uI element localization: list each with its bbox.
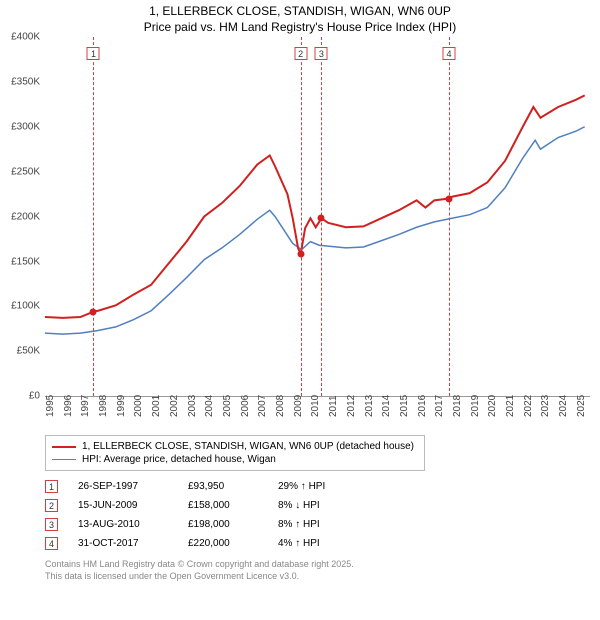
transaction-table: 1 26-SEP-1997 £93,950 29% ↑ HPI 2 15-JUN-2009…	[45, 477, 495, 553]
x-tick-label: 1995	[45, 395, 56, 417]
legend-label: 1, ELLERBECK CLOSE, STANDISH, WIGAN, WN6…	[82, 441, 414, 452]
x-tick-label: 1998	[98, 395, 109, 417]
x-tick-label: 2008	[275, 395, 286, 417]
x-tick-label: 2021	[505, 395, 516, 417]
x-tick-label: 2009	[293, 395, 304, 417]
x-tick-label: 1996	[63, 395, 74, 417]
transaction-vline-label: 1	[87, 47, 100, 60]
transaction-num-box: 4	[45, 537, 58, 550]
x-tick-label: 2024	[558, 395, 569, 417]
x-tick-label: 2022	[523, 395, 534, 417]
y-tick-label: £250K	[0, 166, 40, 177]
legend-label: HPI: Average price, detached house, Wiga…	[82, 454, 276, 465]
x-tick-label: 2015	[399, 395, 410, 417]
x-tick-label: 2016	[417, 395, 428, 417]
transaction-price: £198,000	[188, 519, 258, 530]
y-tick-label: £50K	[0, 346, 40, 357]
footer-line2: This data is licensed under the Open Gov…	[45, 571, 590, 583]
x-tick-label: 2005	[222, 395, 233, 417]
x-tick-label: 2007	[257, 395, 268, 417]
x-tick-label: 2003	[187, 395, 198, 417]
x-tick-label: 2020	[487, 395, 498, 417]
transaction-date: 31-OCT-2017	[78, 538, 168, 549]
x-tick-label: 2019	[470, 395, 481, 417]
transaction-marker	[445, 195, 452, 202]
transaction-vline	[93, 37, 94, 396]
transaction-price: £93,950	[188, 481, 258, 492]
legend-row: HPI: Average price, detached house, Wiga…	[52, 453, 418, 466]
x-tick-label: 2025	[576, 395, 587, 417]
transaction-diff: 8% ↓ HPI	[278, 500, 368, 511]
x-tick-label: 2001	[151, 395, 162, 417]
x-tick-label: 1997	[80, 395, 91, 417]
transaction-num-box: 2	[45, 499, 58, 512]
footer-line1: Contains HM Land Registry data © Crown c…	[45, 559, 590, 571]
chart-container: 1, ELLERBECK CLOSE, STANDISH, WIGAN, WN6…	[0, 0, 600, 583]
legend: 1, ELLERBECK CLOSE, STANDISH, WIGAN, WN6…	[45, 435, 425, 471]
x-tick-label: 2006	[240, 395, 251, 417]
y-tick-label: £350K	[0, 77, 40, 88]
transaction-vline-label: 3	[315, 47, 328, 60]
transaction-row: 3 13-AUG-2010 £198,000 8% ↑ HPI	[45, 515, 495, 534]
x-tick-label: 2011	[328, 396, 339, 418]
x-tick-label: 2004	[204, 395, 215, 417]
footer: Contains HM Land Registry data © Crown c…	[45, 559, 590, 582]
transaction-price: £158,000	[188, 500, 258, 511]
x-tick-label: 2014	[381, 395, 392, 417]
y-tick-label: £100K	[0, 301, 40, 312]
y-tick-label: £0	[0, 391, 40, 402]
x-tick-label: 2017	[434, 395, 445, 417]
legend-swatch	[52, 459, 76, 460]
transaction-diff: 4% ↑ HPI	[278, 538, 368, 549]
transaction-marker	[318, 215, 325, 222]
series-line	[45, 96, 585, 319]
y-tick-label: £400K	[0, 32, 40, 43]
x-tick-label: 2000	[133, 395, 144, 417]
y-tick-label: £300K	[0, 121, 40, 132]
y-tick-label: £200K	[0, 211, 40, 222]
transaction-vline	[449, 37, 450, 396]
transaction-num-box: 1	[45, 480, 58, 493]
transaction-vline	[301, 37, 302, 396]
transaction-row: 2 15-JUN-2009 £158,000 8% ↓ HPI	[45, 496, 495, 515]
transaction-vline-label: 4	[442, 47, 455, 60]
transaction-price: £220,000	[188, 538, 258, 549]
transaction-date: 26-SEP-1997	[78, 481, 168, 492]
transaction-num-box: 3	[45, 518, 58, 531]
title-line1: 1, ELLERBECK CLOSE, STANDISH, WIGAN, WN6…	[0, 4, 600, 20]
title-line2: Price paid vs. HM Land Registry's House …	[0, 20, 600, 36]
x-tick-label: 2013	[364, 395, 375, 417]
transaction-row: 4 31-OCT-2017 £220,000 4% ↑ HPI	[45, 534, 495, 553]
chart-title: 1, ELLERBECK CLOSE, STANDISH, WIGAN, WN6…	[0, 0, 600, 37]
x-tick-label: 2012	[346, 395, 357, 417]
legend-swatch	[52, 446, 76, 448]
plot-area: £0£50K£100K£150K£200K£250K£300K£350K£400…	[45, 37, 590, 397]
transaction-diff: 29% ↑ HPI	[278, 481, 368, 492]
transaction-diff: 8% ↑ HPI	[278, 519, 368, 530]
transaction-marker	[90, 308, 97, 315]
x-tick-label: 2010	[310, 395, 321, 417]
transaction-date: 13-AUG-2010	[78, 519, 168, 530]
y-tick-label: £150K	[0, 256, 40, 267]
x-tick-label: 2023	[540, 395, 551, 417]
transaction-vline-label: 2	[294, 47, 307, 60]
series-line	[45, 127, 585, 334]
x-tick-label: 2018	[452, 395, 463, 417]
transaction-date: 15-JUN-2009	[78, 500, 168, 511]
legend-row: 1, ELLERBECK CLOSE, STANDISH, WIGAN, WN6…	[52, 440, 418, 453]
transaction-marker	[297, 251, 304, 258]
x-tick-label: 2002	[169, 395, 180, 417]
x-tick-label: 1999	[116, 395, 127, 417]
transaction-row: 1 26-SEP-1997 £93,950 29% ↑ HPI	[45, 477, 495, 496]
